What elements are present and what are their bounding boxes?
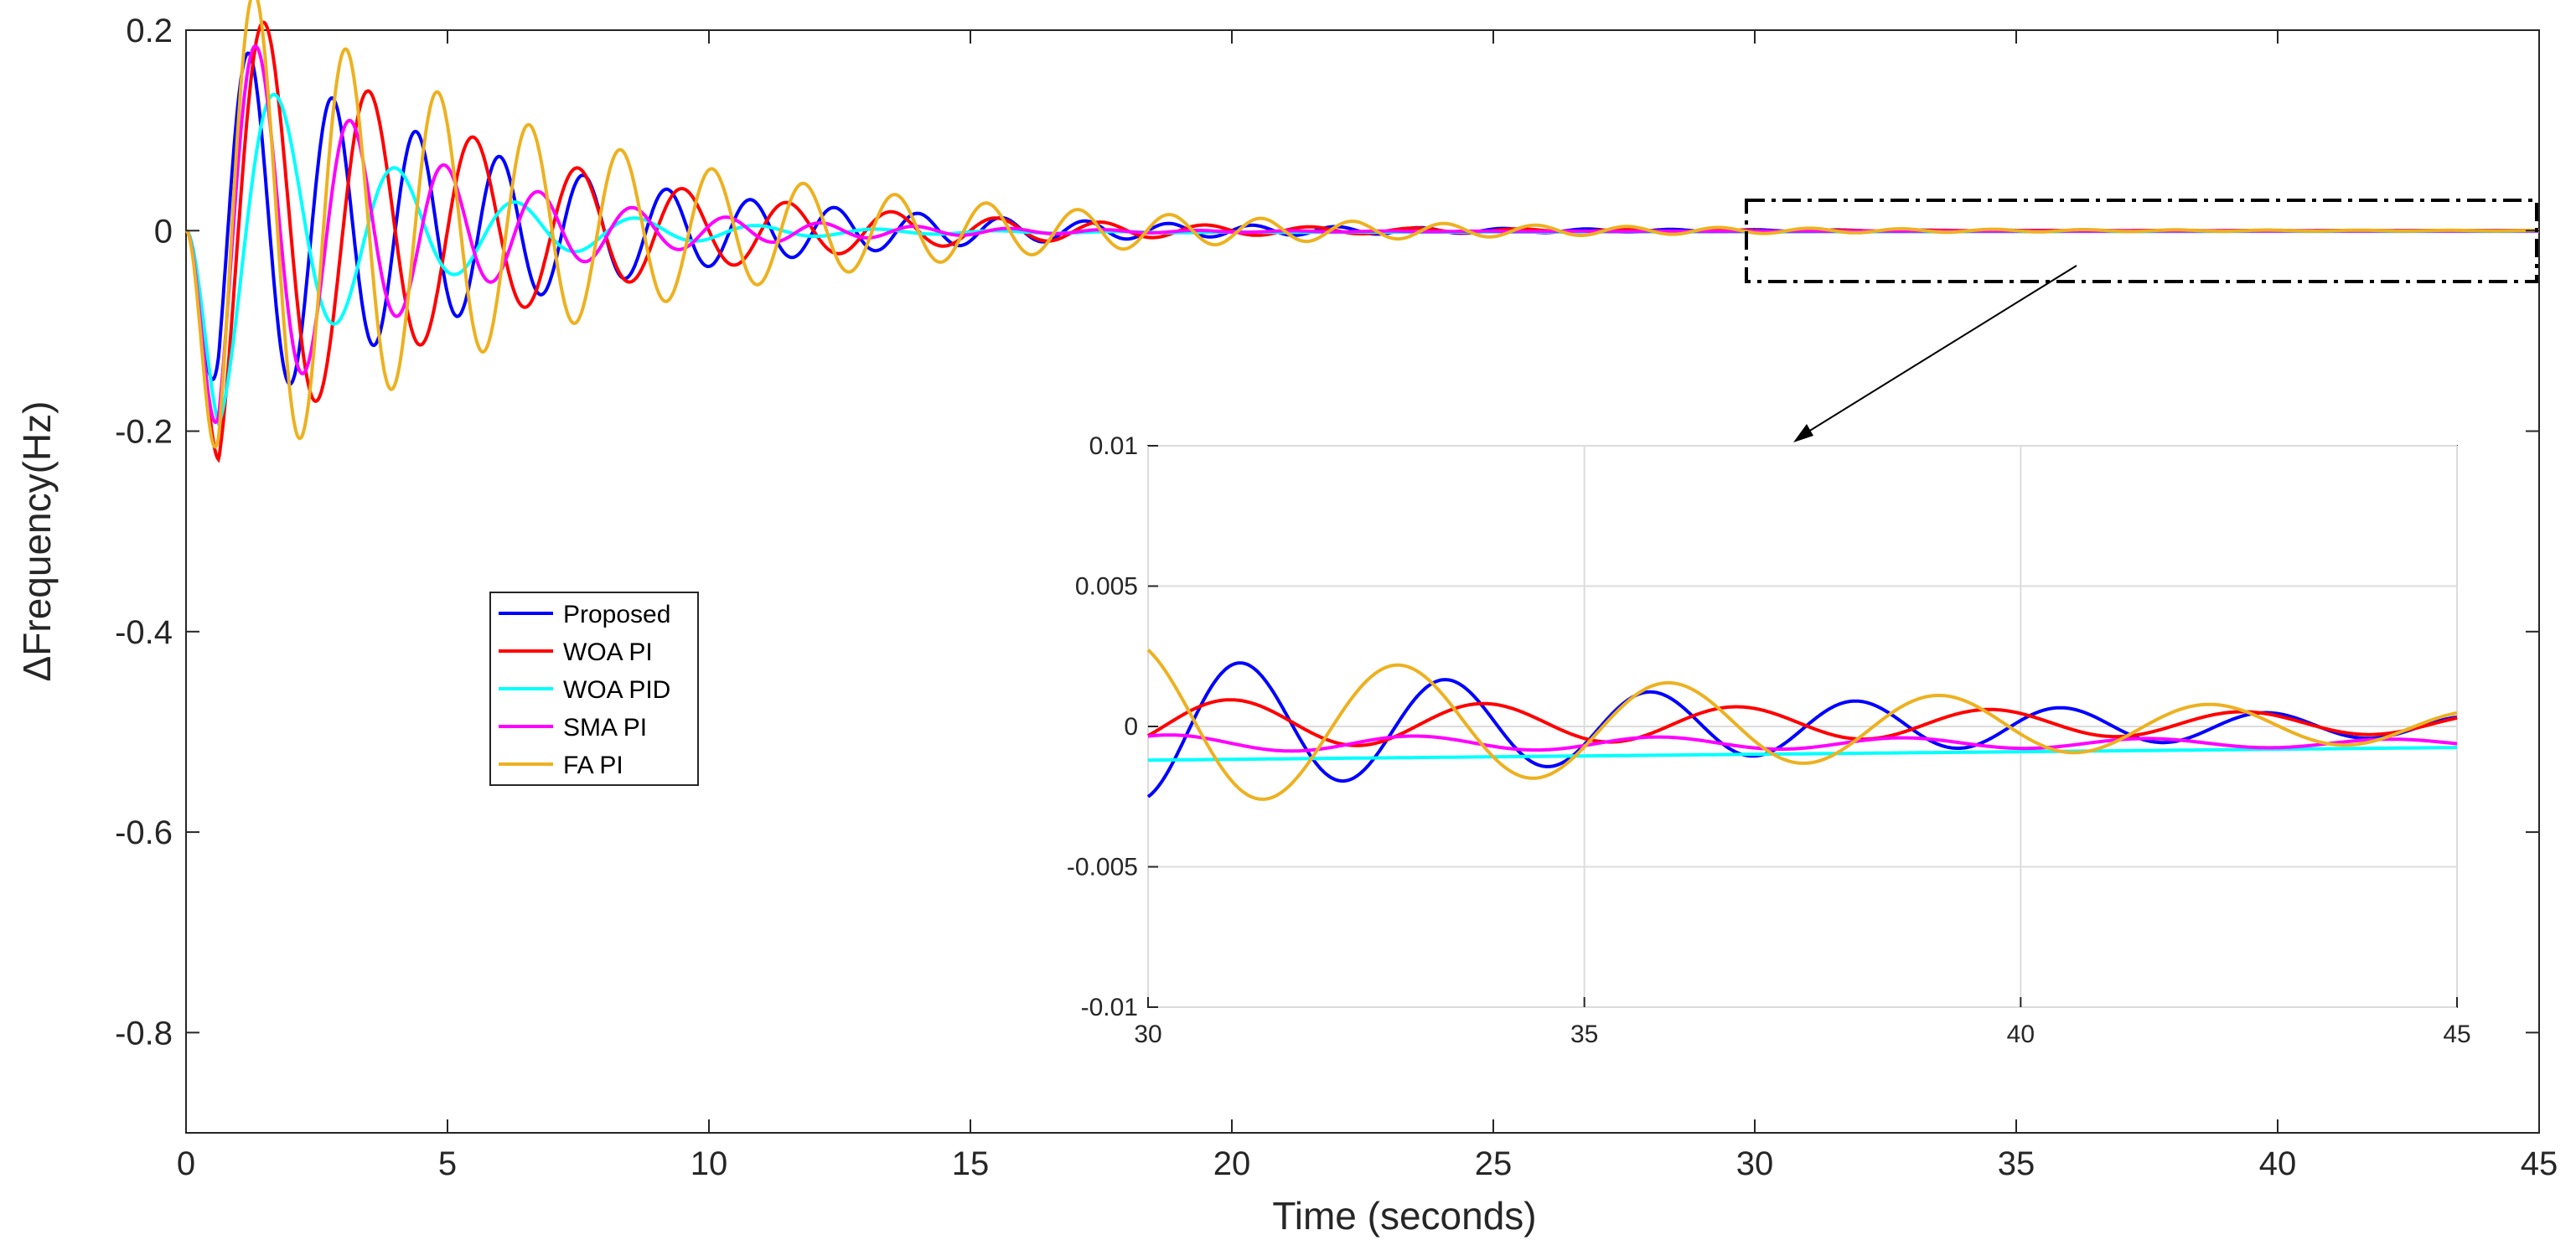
- legend-label: SMA PI: [563, 714, 647, 742]
- legend: Proposed WOA PI WOA PID SMA PI FA PI: [489, 592, 699, 786]
- x-tick-label: 5: [438, 1145, 457, 1182]
- zoom-arrow-head: [1793, 424, 1813, 442]
- inset-y-tick-label: 0: [1124, 713, 1138, 741]
- main-x-ticks: 0 5 10 15 20 25 30 35 40 45: [177, 30, 2558, 1182]
- inset-y-tick-label: 0.01: [1089, 432, 1138, 460]
- inset-series-group: [1146, 649, 2458, 801]
- inset-x-tick-label: 30: [1134, 1021, 1161, 1048]
- y-tick-label: 0: [154, 213, 173, 250]
- inset-x-tick-label: 40: [2007, 1021, 2035, 1048]
- x-tick-label: 0: [177, 1145, 195, 1182]
- x-tick-label: 35: [1998, 1145, 2035, 1182]
- inset-series-line-woa-pid: [1148, 746, 2457, 762]
- y-axis-label: ΔFrequency(Hz): [15, 401, 59, 682]
- zoom-region-box: [1745, 199, 2538, 283]
- inset-series-line-fa-pi: [1146, 649, 2458, 801]
- inset-y-tick-label: 0.005: [1075, 573, 1138, 601]
- inset-series-line-sma-pi: [1147, 733, 2458, 753]
- y-tick-label: -0.8: [115, 1015, 173, 1052]
- x-tick-label: 30: [1736, 1145, 1774, 1182]
- legend-label: WOA PID: [563, 676, 670, 704]
- inset-x-tick-label: 35: [1570, 1021, 1598, 1048]
- y-tick-label: 0.2: [126, 13, 173, 49]
- main-y-ticks: 0.2 0 -0.2 -0.4 -0.6 -0.8: [115, 13, 2539, 1052]
- inset-grid: [1147, 445, 2458, 1008]
- inset-y-tick-label: -0.005: [1067, 854, 1138, 881]
- y-tick-label: -0.6: [115, 814, 173, 851]
- zoom-arrow-line: [1801, 265, 2077, 437]
- x-tick-label: 45: [2521, 1145, 2558, 1182]
- inset-x-tick-label: 45: [2443, 1021, 2470, 1048]
- inset-y-ticks: 0.01 0.005 0 -0.005 -0.01: [1067, 432, 1158, 1021]
- x-tick-label: 10: [691, 1145, 728, 1182]
- x-tick-label: 20: [1213, 1145, 1251, 1182]
- x-axis-label: Time (seconds): [1272, 1194, 1536, 1238]
- inset-x-ticks: 30 35 40 45: [1134, 997, 2471, 1048]
- x-tick-label: 25: [1475, 1145, 1513, 1182]
- legend-label: Proposed: [563, 601, 670, 628]
- inset-y-tick-label: -0.01: [1081, 994, 1138, 1021]
- legend-label: WOA PI: [563, 638, 653, 666]
- x-tick-label: 40: [2259, 1145, 2297, 1182]
- inset-series-line-woa-pi: [1146, 698, 2458, 747]
- main-series-group: [184, 0, 2539, 463]
- series-line-fa-pi: [184, 0, 2539, 449]
- y-tick-label: -0.4: [115, 614, 173, 651]
- y-tick-label: -0.2: [115, 414, 173, 451]
- x-tick-label: 15: [952, 1145, 990, 1182]
- legend-label: FA PI: [563, 752, 623, 779]
- inset-series-line-proposed: [1146, 661, 2458, 799]
